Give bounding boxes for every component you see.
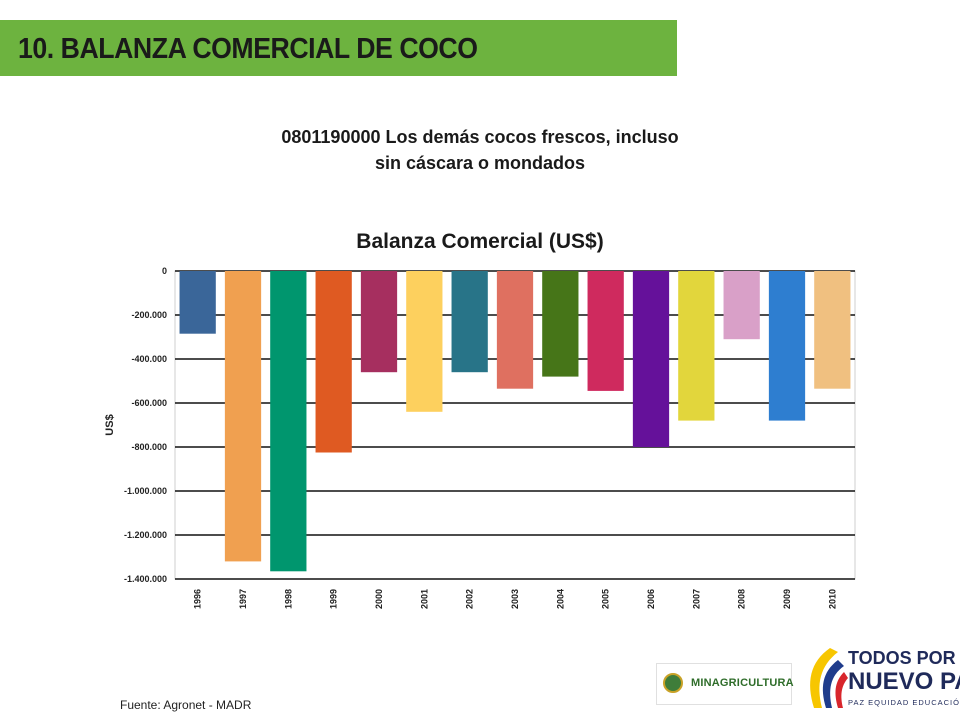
x-tick-label: 2000 <box>374 589 384 609</box>
bar-2007 <box>678 271 715 421</box>
colombia-swoosh-icon <box>810 648 848 708</box>
y-tick-label: -400.000 <box>131 354 167 364</box>
y-tick-label: -800.000 <box>131 442 167 452</box>
minagricultura-logo: MINAGRICULTURA <box>656 663 794 705</box>
bar-2009 <box>768 271 806 421</box>
y-tick-label: 0 <box>162 266 167 276</box>
x-tick-label: 1997 <box>238 589 248 609</box>
bar-2003 <box>496 271 534 389</box>
slide-title-bar: 10. BALANZA COMERCIAL DE COCO <box>0 20 677 76</box>
minagricultura-label: MINAGRICULTURA <box>691 677 794 689</box>
product-subtitle-line1: 0801190000 Los demás cocos frescos, incl… <box>281 127 679 147</box>
coat-of-arms-icon <box>663 673 683 693</box>
x-tick-label: 2005 <box>601 589 611 609</box>
bar-2005 <box>587 271 624 391</box>
bar-1999 <box>315 271 352 453</box>
gov-logo-line2: NUEVO PAÍS <box>848 668 960 695</box>
y-axis-label: US$ <box>104 414 116 435</box>
y-tick-label: -1.200.000 <box>124 530 167 540</box>
product-subtitle-line2: sin cáscara o mondados <box>374 153 586 173</box>
todos-por-un-nuevo-pais-logo: TODOS POR UN NUEVO PAÍS PAZ EQUIDAD EDUC… <box>800 642 960 712</box>
bar-2008 <box>723 271 760 340</box>
bar-2002 <box>451 271 488 373</box>
x-tick-label: 1998 <box>283 589 293 609</box>
x-tick-label: 2002 <box>465 589 475 609</box>
x-tick-label: 2004 <box>555 589 565 609</box>
product-subtitle: 0801190000 Los demás cocos frescos, incl… <box>200 124 760 176</box>
x-tick-label: 2001 <box>419 589 429 609</box>
x-tick-label: 1996 <box>193 589 203 609</box>
source-note: Fuente: Agronet - MADR <box>120 698 252 712</box>
x-tick-label: 2003 <box>510 589 520 609</box>
y-tick-label: -200.000 <box>131 310 167 320</box>
bar-2010 <box>814 271 851 389</box>
chart-title: Balanza Comercial (US$) <box>356 230 604 253</box>
x-tick-label: 2008 <box>737 589 747 609</box>
gov-logo-line3: PAZ EQUIDAD EDUCACIÓN <box>848 698 960 707</box>
x-tick-label: 2007 <box>691 589 701 609</box>
bar-1996 <box>179 271 216 334</box>
y-tick-label: -600.000 <box>131 398 167 408</box>
x-tick-label: 1999 <box>329 589 339 609</box>
bar-2006 <box>632 271 670 447</box>
x-tick-label: 2006 <box>646 589 656 609</box>
x-tick-label: 2009 <box>782 589 792 609</box>
bar-2000 <box>360 271 398 373</box>
bar-1998 <box>270 271 307 572</box>
bar-2001 <box>406 271 443 412</box>
trade-balance-chart: 0 -200.000 -400.000 -600.000 -800.000 -1.000.… <box>104 266 856 609</box>
gov-logo-line1: TODOS POR UN <box>848 648 960 668</box>
bar-2004 <box>542 271 579 377</box>
y-tick-label: -1.000.000 <box>124 486 167 496</box>
y-tick-label: -1.400.000 <box>124 574 167 584</box>
slide-title: 10. BALANZA COMERCIAL DE COCO <box>18 33 478 65</box>
x-tick-label: 2010 <box>827 589 837 609</box>
bar-1997 <box>224 271 262 562</box>
